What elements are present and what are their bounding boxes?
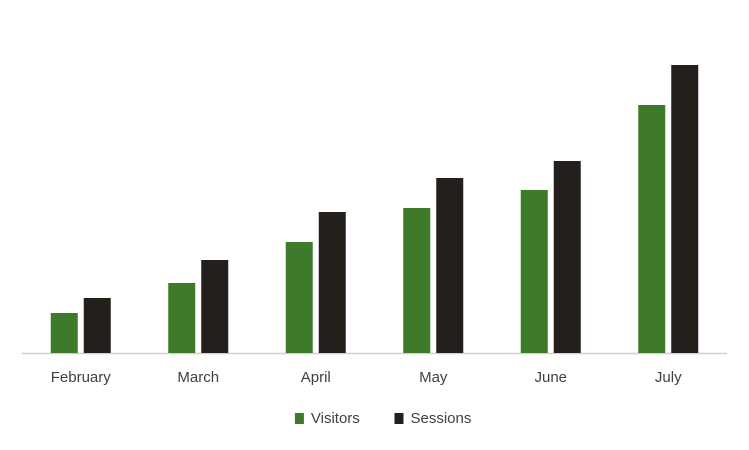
bar [638, 105, 666, 353]
x-tick-label: February [51, 369, 112, 386]
bar [436, 178, 464, 353]
bar [50, 313, 78, 353]
bar [318, 212, 346, 353]
legend-label: Sessions [411, 410, 472, 427]
legend-swatch [394, 413, 404, 424]
x-tick-label: May [419, 369, 448, 386]
bar [285, 242, 313, 353]
bar [168, 283, 196, 353]
x-tick-label: July [655, 369, 682, 386]
legend-label: Visitors [311, 410, 360, 427]
bar [403, 208, 431, 353]
x-tick-label: June [534, 369, 567, 386]
x-tick-label: April [301, 369, 331, 386]
bar [520, 190, 548, 353]
legend-swatch [294, 413, 304, 424]
x-tick-label: March [177, 369, 219, 386]
bar [553, 161, 581, 353]
bar [201, 260, 229, 353]
bar [83, 298, 111, 353]
bar [671, 65, 699, 353]
